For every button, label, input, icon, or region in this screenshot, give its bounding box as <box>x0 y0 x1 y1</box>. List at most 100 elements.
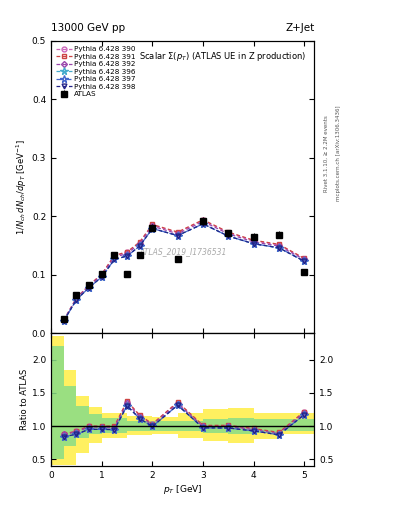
Pythia 6.428 390 <box>150 222 155 228</box>
Pythia 6.428 391 <box>112 252 117 259</box>
Pythia 6.428 390 <box>112 253 117 259</box>
Y-axis label: $1/N_{ch}\,dN_{ch}/dp_T$ [GeV$^{-1}$]: $1/N_{ch}\,dN_{ch}/dp_T$ [GeV$^{-1}$] <box>15 139 29 235</box>
Pythia 6.428 397 <box>74 297 79 303</box>
Pythia 6.428 398 <box>137 243 142 249</box>
Pythia 6.428 398 <box>201 221 206 227</box>
Pythia 6.428 392 <box>137 241 142 247</box>
Pythia 6.428 390 <box>251 238 256 244</box>
Pythia 6.428 396 <box>125 253 129 259</box>
Pythia 6.428 396 <box>61 318 66 324</box>
Pythia 6.428 397 <box>125 253 129 259</box>
Pythia 6.428 397 <box>99 274 104 280</box>
Line: Pythia 6.428 398: Pythia 6.428 398 <box>61 221 307 323</box>
Pythia 6.428 392 <box>87 283 92 289</box>
Line: Pythia 6.428 390: Pythia 6.428 390 <box>61 218 307 323</box>
Pythia 6.428 396 <box>251 241 256 247</box>
Pythia 6.428 391 <box>251 237 256 243</box>
Pythia 6.428 398 <box>302 258 307 264</box>
Pythia 6.428 392 <box>201 219 206 225</box>
Pythia 6.428 398 <box>74 297 79 303</box>
Pythia 6.428 392 <box>61 317 66 324</box>
Pythia 6.428 391 <box>125 249 129 255</box>
Pythia 6.428 391 <box>150 221 155 227</box>
Pythia 6.428 397 <box>175 232 180 239</box>
Pythia 6.428 392 <box>125 250 129 257</box>
Pythia 6.428 391 <box>87 282 92 288</box>
Pythia 6.428 396 <box>74 297 79 303</box>
Pythia 6.428 392 <box>302 257 307 263</box>
Pythia 6.428 391 <box>137 239 142 245</box>
Legend: Pythia 6.428 390, Pythia 6.428 391, Pythia 6.428 392, Pythia 6.428 396, Pythia 6: Pythia 6.428 390, Pythia 6.428 391, Pyth… <box>53 43 139 100</box>
Pythia 6.428 397 <box>150 225 155 231</box>
Pythia 6.428 390 <box>61 317 66 324</box>
Pythia 6.428 398 <box>175 232 180 239</box>
Pythia 6.428 391 <box>74 295 79 301</box>
Pythia 6.428 397 <box>277 245 281 251</box>
Pythia 6.428 390 <box>201 217 206 223</box>
Line: Pythia 6.428 397: Pythia 6.428 397 <box>60 220 308 325</box>
Pythia 6.428 398 <box>61 318 66 324</box>
Pythia 6.428 397 <box>201 221 206 227</box>
Pythia 6.428 392 <box>112 254 117 260</box>
Text: mcplots.cern.ch [arXiv:1306.3436]: mcplots.cern.ch [arXiv:1306.3436] <box>336 106 341 201</box>
Pythia 6.428 398 <box>112 257 117 263</box>
Pythia 6.428 390 <box>125 249 129 255</box>
Line: Pythia 6.428 392: Pythia 6.428 392 <box>62 220 307 323</box>
Pythia 6.428 398 <box>226 233 231 239</box>
Pythia 6.428 391 <box>226 229 231 235</box>
Pythia 6.428 396 <box>302 258 307 264</box>
Y-axis label: Ratio to ATLAS: Ratio to ATLAS <box>20 369 29 430</box>
Pythia 6.428 391 <box>201 217 206 223</box>
Text: Z+Jet: Z+Jet <box>285 23 314 33</box>
Pythia 6.428 390 <box>302 256 307 262</box>
Pythia 6.428 396 <box>112 257 117 263</box>
Pythia 6.428 391 <box>175 229 180 235</box>
Text: Scalar $\Sigma(p_T)$ (ATLAS UE in Z production): Scalar $\Sigma(p_T)$ (ATLAS UE in Z prod… <box>139 50 307 63</box>
Pythia 6.428 390 <box>175 229 180 236</box>
Pythia 6.428 392 <box>251 239 256 245</box>
Pythia 6.428 396 <box>226 233 231 239</box>
Line: Pythia 6.428 396: Pythia 6.428 396 <box>60 220 308 325</box>
Pythia 6.428 397 <box>137 243 142 249</box>
Pythia 6.428 390 <box>99 271 104 278</box>
Pythia 6.428 396 <box>175 232 180 239</box>
Pythia 6.428 390 <box>74 295 79 301</box>
Pythia 6.428 390 <box>226 229 231 236</box>
Pythia 6.428 397 <box>251 241 256 247</box>
Pythia 6.428 397 <box>112 257 117 263</box>
Pythia 6.428 391 <box>277 241 281 247</box>
X-axis label: $p_T$ [GeV]: $p_T$ [GeV] <box>163 482 202 496</box>
Pythia 6.428 390 <box>87 282 92 288</box>
Pythia 6.428 396 <box>277 245 281 251</box>
Pythia 6.428 397 <box>302 258 307 264</box>
Pythia 6.428 391 <box>99 271 104 277</box>
Pythia 6.428 392 <box>150 223 155 229</box>
Pythia 6.428 392 <box>277 243 281 249</box>
Pythia 6.428 398 <box>87 285 92 291</box>
Pythia 6.428 398 <box>99 274 104 280</box>
Pythia 6.428 392 <box>226 231 231 237</box>
Pythia 6.428 391 <box>61 317 66 324</box>
Pythia 6.428 396 <box>99 274 104 280</box>
Text: ATLAS_2019_I1736531: ATLAS_2019_I1736531 <box>139 247 226 256</box>
Pythia 6.428 390 <box>137 240 142 246</box>
Text: 13000 GeV pp: 13000 GeV pp <box>51 23 125 33</box>
Pythia 6.428 396 <box>87 285 92 291</box>
Pythia 6.428 397 <box>226 233 231 239</box>
Pythia 6.428 397 <box>61 318 66 324</box>
Pythia 6.428 397 <box>87 285 92 291</box>
Pythia 6.428 398 <box>150 225 155 231</box>
Text: Rivet 3.1.10, ≥ 2.2M events: Rivet 3.1.10, ≥ 2.2M events <box>324 115 329 192</box>
Line: Pythia 6.428 391: Pythia 6.428 391 <box>61 217 307 323</box>
Pythia 6.428 396 <box>137 243 142 249</box>
Pythia 6.428 391 <box>302 255 307 262</box>
Pythia 6.428 390 <box>277 242 281 248</box>
Pythia 6.428 392 <box>74 295 79 302</box>
Pythia 6.428 398 <box>251 241 256 247</box>
Pythia 6.428 392 <box>99 272 104 279</box>
Pythia 6.428 392 <box>175 231 180 237</box>
Pythia 6.428 396 <box>150 225 155 231</box>
Pythia 6.428 398 <box>125 253 129 259</box>
Pythia 6.428 398 <box>277 245 281 251</box>
Pythia 6.428 396 <box>201 221 206 227</box>
